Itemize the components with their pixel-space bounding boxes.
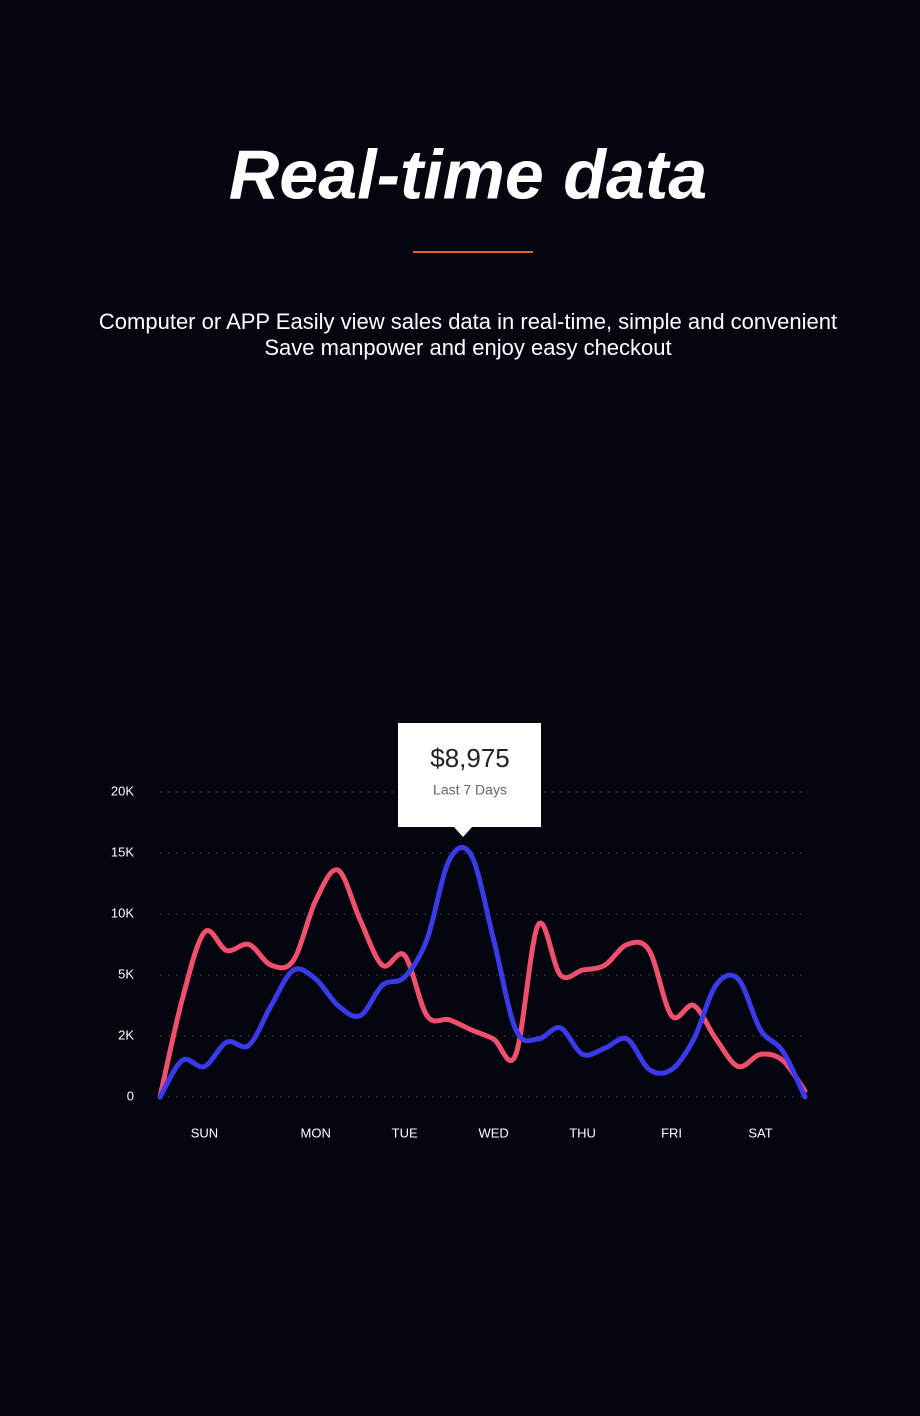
x-tick-label: FRI — [661, 1125, 682, 1140]
tooltip-box — [398, 723, 541, 837]
subtitle: Computer or APP Easily view sales data i… — [99, 309, 837, 334]
tooltip-value: $8,975 — [430, 743, 510, 773]
y-tick-label: 15K — [111, 844, 134, 859]
x-tick-label: SUN — [191, 1125, 218, 1140]
line-series — [157, 867, 808, 1100]
y-tick-label: 20K — [111, 783, 134, 798]
chart: 0 2K 5K 10K 15K 20K SUN MON TUE WED THU FRI SAT $8,97… — [111, 723, 808, 1140]
y-tick-label: 10K — [111, 905, 134, 920]
subtitle: Save manpower and enjoy easy checkout — [264, 335, 671, 360]
x-tick-label: SAT — [748, 1125, 772, 1140]
title: Real-time data — [229, 135, 707, 213]
x-tick-label: THU — [569, 1125, 596, 1140]
y-tick-label: 0 — [127, 1088, 134, 1103]
x-tick-label: WED — [478, 1125, 508, 1140]
line-series — [157, 844, 808, 1100]
x-tick-label: TUE — [392, 1125, 418, 1140]
tooltip-caption: Last 7 Days — [433, 782, 507, 798]
y-tick-label: 5K — [118, 966, 134, 981]
x-tick-label: MON — [301, 1125, 331, 1140]
y-tick-label: 2K — [118, 1027, 134, 1042]
